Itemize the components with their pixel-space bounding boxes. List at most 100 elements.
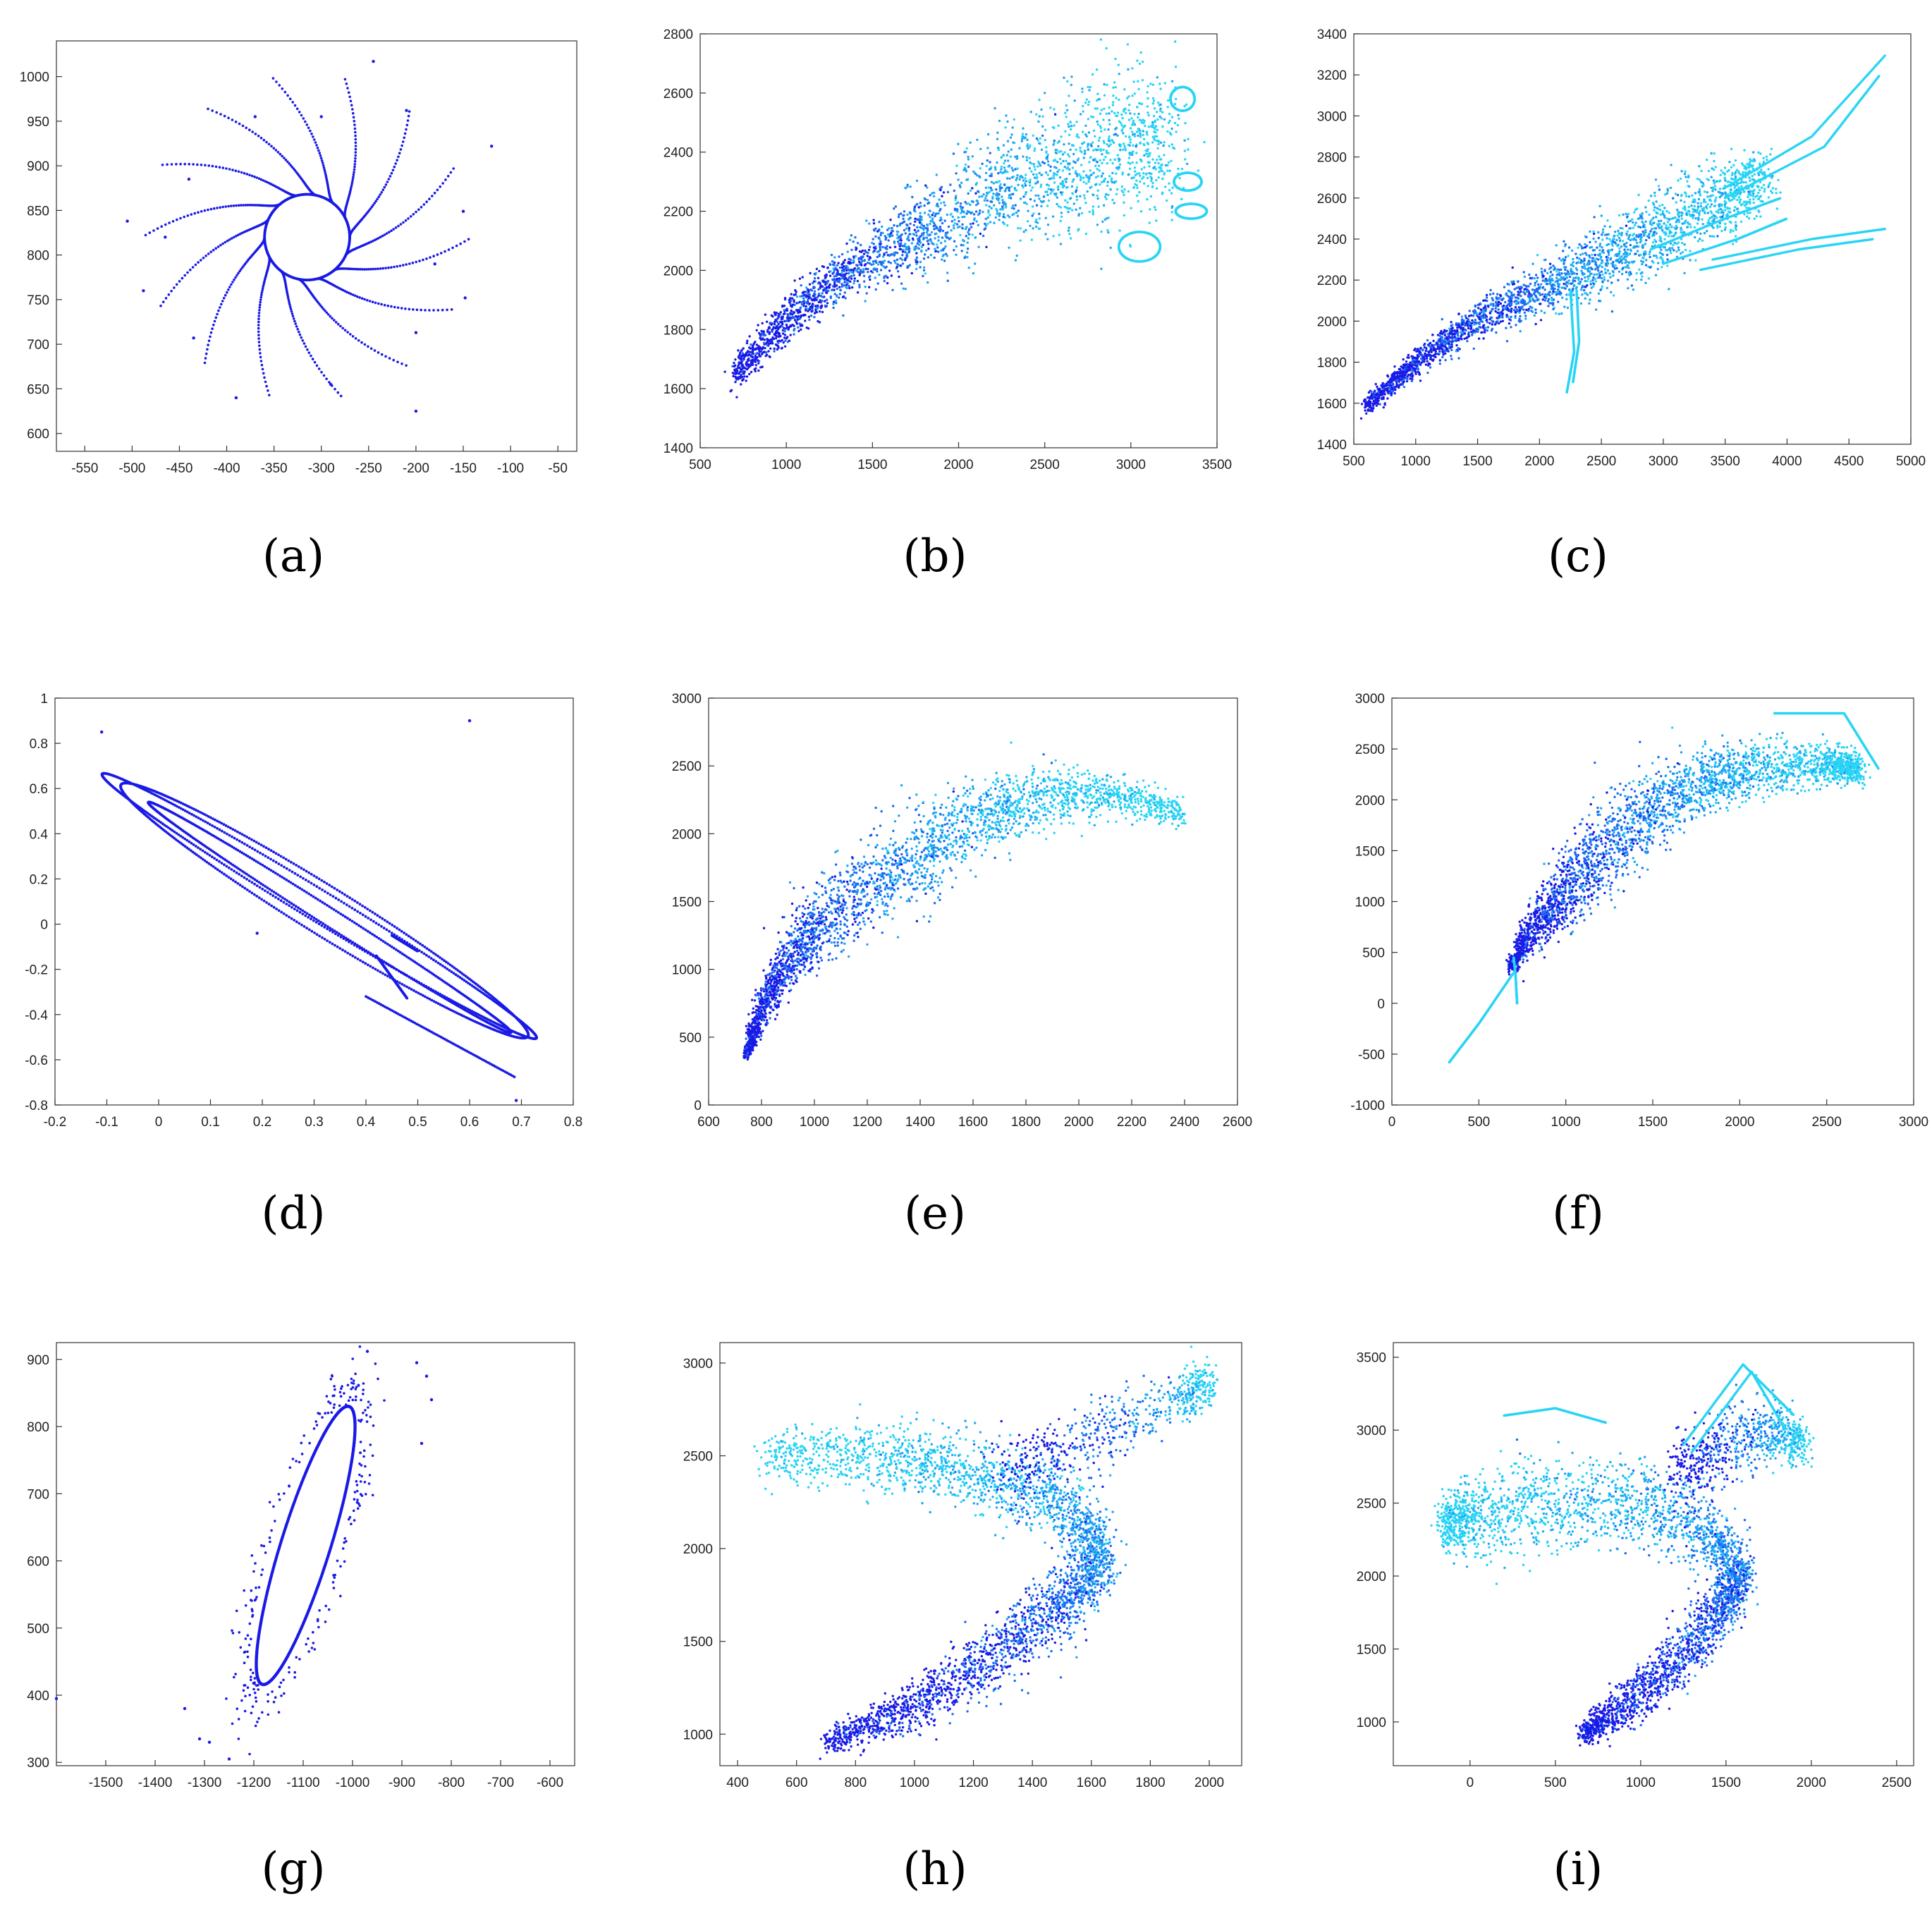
data-point (810, 310, 813, 313)
data-point (946, 279, 949, 282)
data-point (761, 365, 764, 368)
data-point (1102, 118, 1105, 121)
data-point (846, 266, 849, 269)
data-point (783, 345, 787, 348)
data-point (348, 236, 351, 240)
data-point (1541, 279, 1544, 282)
data-point (798, 322, 801, 325)
data-point (759, 336, 762, 340)
data-point (1058, 176, 1062, 179)
data-point (819, 284, 822, 287)
data-point (904, 243, 907, 245)
data-point (1178, 176, 1181, 180)
data-point (1107, 231, 1110, 234)
x-tick-label: 3500 (1202, 458, 1232, 472)
data-point (937, 236, 940, 238)
data-point (907, 226, 911, 229)
data-point (853, 267, 857, 270)
data-point (372, 204, 374, 207)
data-point (870, 263, 873, 266)
data-point (798, 310, 801, 314)
data-point (1102, 140, 1105, 142)
data-point (997, 147, 1000, 149)
x-tick-label: -250 (355, 461, 382, 476)
data-point (947, 225, 950, 228)
data-point (278, 84, 281, 87)
data-point (927, 229, 929, 232)
x-tick-label: -550 (71, 461, 98, 476)
data-point (878, 255, 881, 257)
data-point (1092, 116, 1095, 118)
data-point (290, 310, 293, 313)
data-point (800, 314, 802, 317)
data-point (461, 209, 465, 213)
data-point (1074, 161, 1077, 164)
data-point (315, 364, 319, 367)
data-point (1082, 194, 1086, 197)
data-point (333, 319, 336, 322)
data-point (781, 305, 784, 308)
data-point (1158, 158, 1162, 161)
y-tick-label: 950 (27, 115, 49, 130)
data-point (373, 202, 376, 204)
data-point (959, 205, 962, 208)
data-point (1171, 186, 1174, 189)
data-point (1061, 184, 1065, 187)
data-point (354, 337, 357, 340)
data-point (1100, 109, 1103, 111)
data-point (236, 233, 240, 237)
data-point (923, 204, 926, 207)
data-point (324, 310, 326, 312)
data-point (1077, 136, 1080, 139)
data-point (837, 262, 840, 264)
data-point (758, 350, 761, 353)
data-point (1039, 137, 1041, 140)
data-point (917, 229, 919, 232)
data-point (961, 206, 965, 209)
data-point (1094, 159, 1097, 162)
data-point (1095, 149, 1099, 152)
data-point (1115, 193, 1118, 196)
data-point (1106, 161, 1108, 165)
data-point (804, 319, 807, 322)
data-point (279, 152, 282, 156)
data-point (259, 355, 262, 359)
data-point (1177, 167, 1180, 171)
data-point (1031, 214, 1034, 217)
data-point (899, 264, 903, 267)
data-point (1013, 207, 1015, 210)
data-point (237, 204, 240, 207)
data-point (745, 375, 749, 378)
data-point (1627, 253, 1630, 257)
data-point (879, 231, 883, 235)
data-point (1586, 244, 1589, 248)
data-point (845, 242, 848, 245)
data-point (953, 226, 955, 230)
data-point (1012, 141, 1015, 144)
data-point (969, 141, 972, 144)
data-point (1059, 191, 1063, 194)
y-tick-label: 1600 (1317, 397, 1347, 412)
data-point (1022, 186, 1025, 189)
data-point (1158, 171, 1161, 173)
data-point (817, 294, 820, 297)
data-point (1117, 63, 1120, 66)
data-point (1084, 133, 1087, 136)
data-point (209, 335, 212, 338)
data-point (1546, 271, 1549, 275)
data-point (356, 295, 359, 298)
x-tick-label: 1500 (857, 458, 887, 472)
data-point (993, 106, 996, 110)
data-point (1489, 288, 1492, 292)
data-point (1084, 102, 1087, 104)
data-point (804, 314, 807, 317)
data-point (802, 293, 806, 296)
data-point (1123, 201, 1125, 204)
data-point (822, 265, 826, 269)
data-point (1109, 246, 1112, 250)
data-point (1108, 106, 1111, 109)
data-point (833, 293, 836, 295)
data-point (310, 133, 313, 135)
data-point (959, 212, 962, 215)
data-point (950, 229, 953, 232)
